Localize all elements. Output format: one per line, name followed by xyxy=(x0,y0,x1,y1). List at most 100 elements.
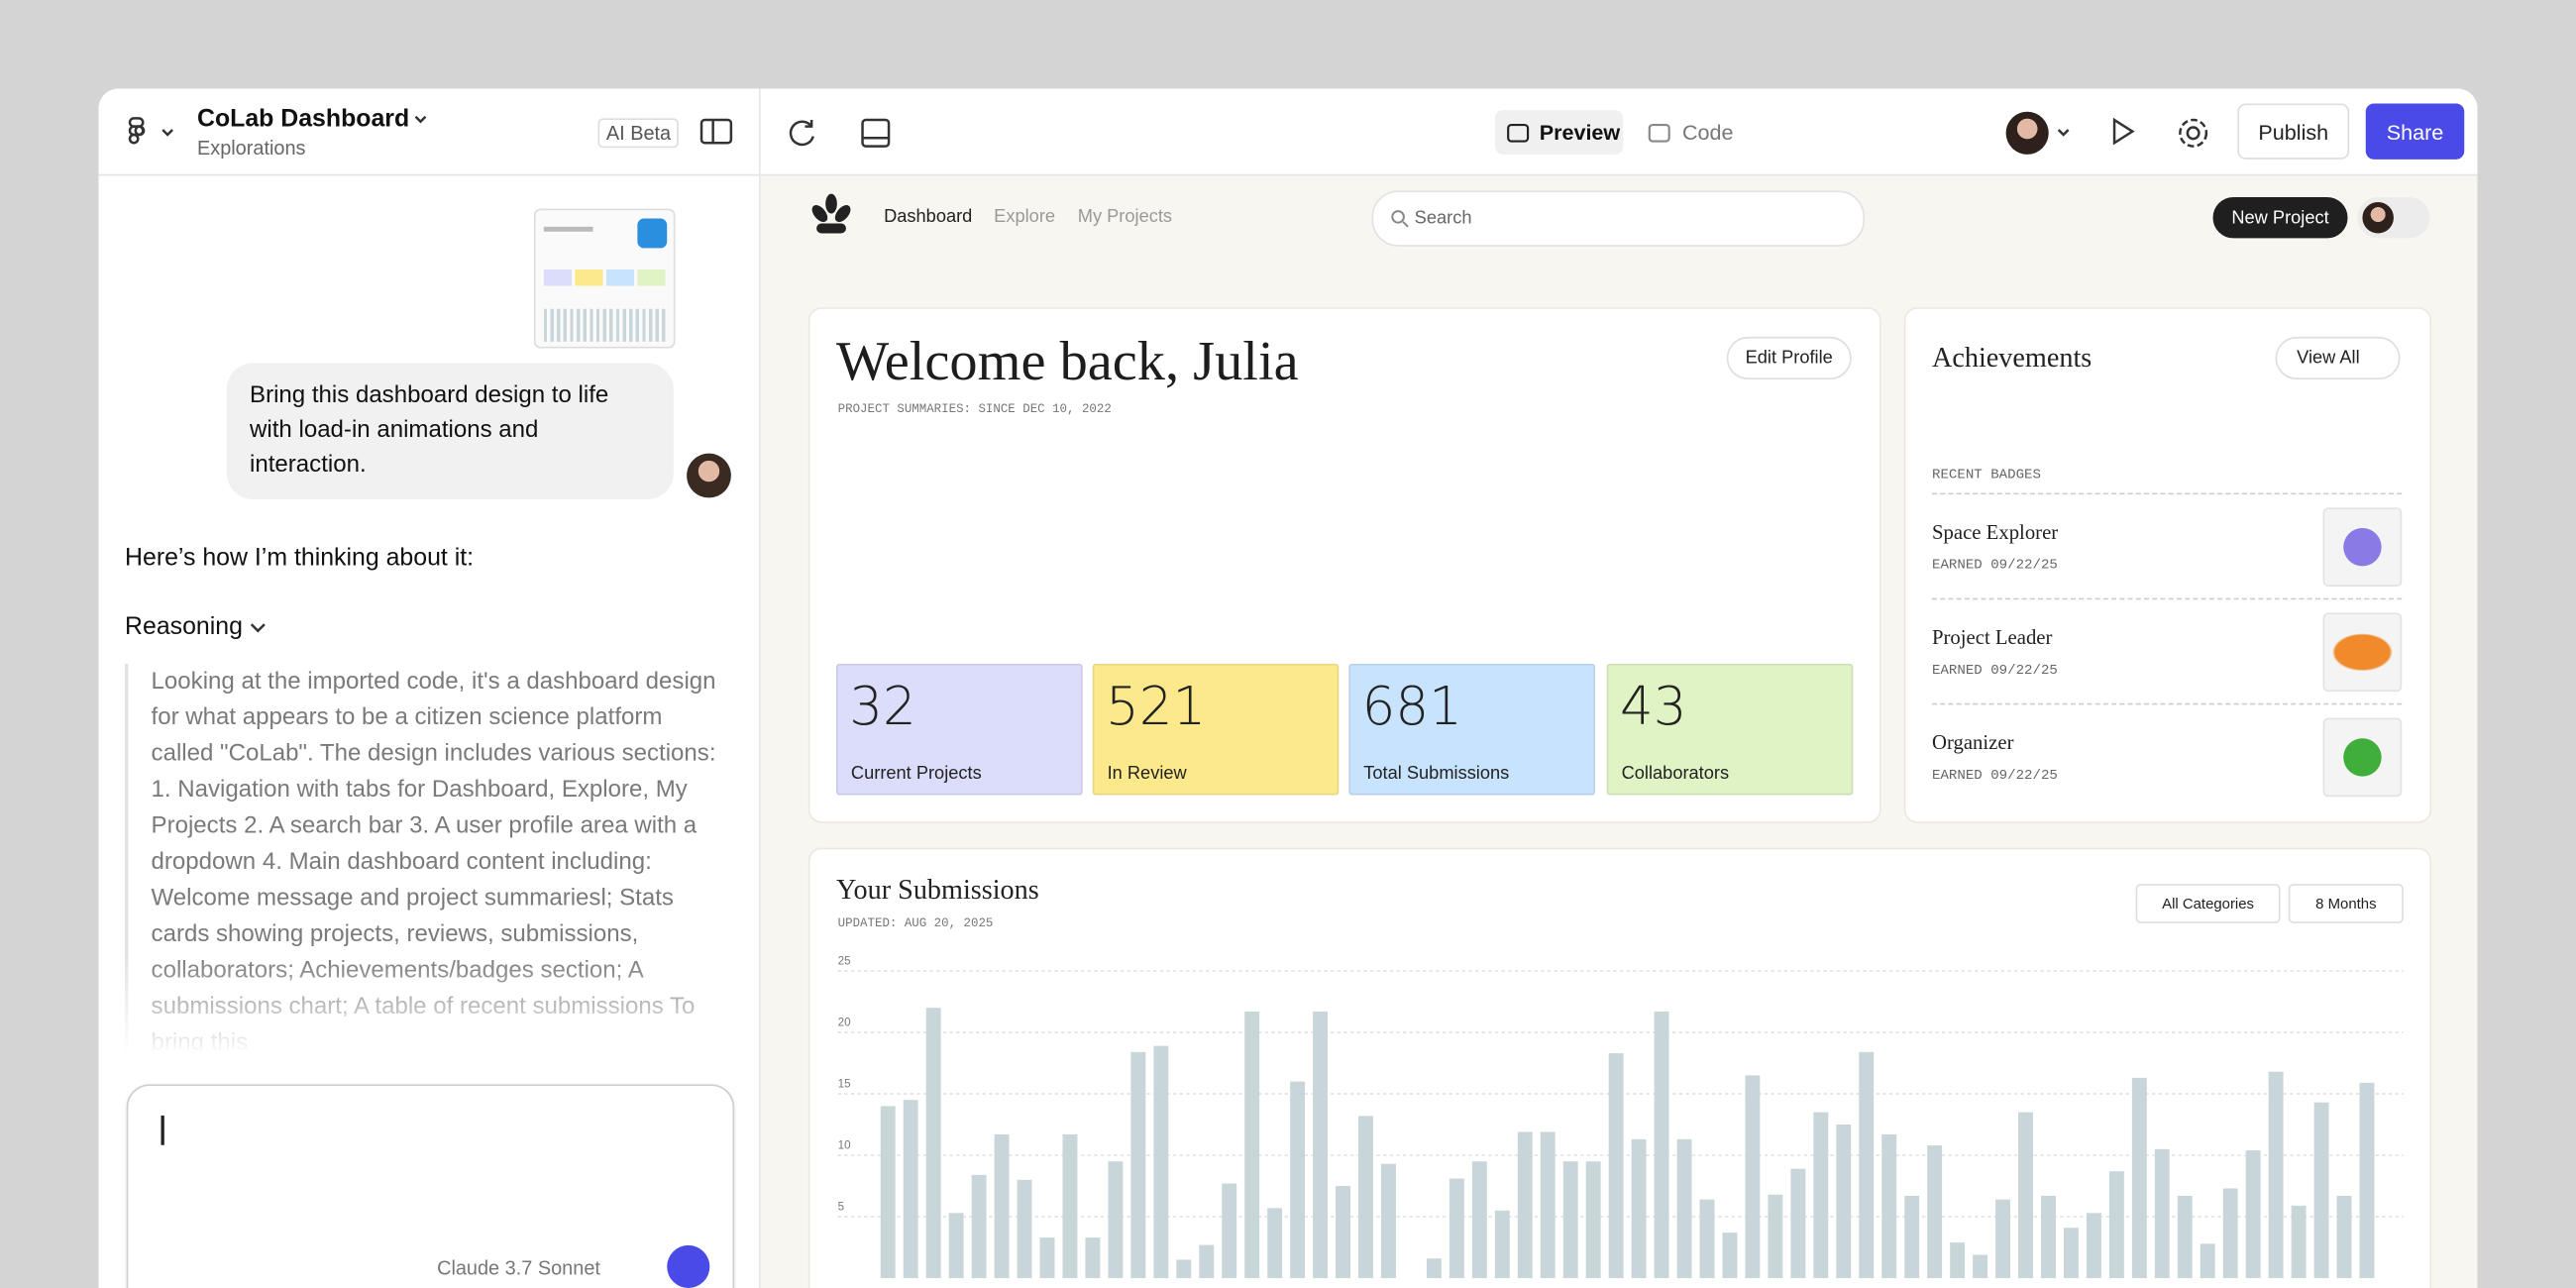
profile-menu[interactable] xyxy=(2357,196,2430,239)
account-avatar[interactable] xyxy=(2005,111,2049,155)
bar xyxy=(1927,1145,1943,1279)
y-tick-label: 15 xyxy=(838,1077,851,1090)
code-tab[interactable]: Code xyxy=(1681,120,1734,145)
chat-panel: CoLab Dashboard Explorations AI Beta Bri… xyxy=(98,88,761,1288)
bar xyxy=(1745,1075,1761,1279)
y-tick-label: 20 xyxy=(838,1016,851,1028)
bar xyxy=(1062,1133,1078,1279)
user-avatar xyxy=(687,453,731,498)
bar xyxy=(2086,1213,2101,1279)
share-button[interactable]: Share xyxy=(2365,103,2465,160)
badge-name: Organizer xyxy=(1931,730,2014,755)
preview-icon xyxy=(1507,123,1530,143)
badge-earned: EARNED 09/22/25 xyxy=(1931,662,2058,679)
bar xyxy=(1699,1199,1715,1279)
refresh-button[interactable] xyxy=(787,117,819,150)
search-placeholder: Search xyxy=(1414,208,1472,229)
bar xyxy=(1904,1195,1920,1279)
bar xyxy=(2063,1228,2079,1279)
play-button[interactable] xyxy=(2106,115,2139,148)
bar xyxy=(2108,1171,2124,1279)
thumb-line xyxy=(543,226,593,232)
welcome-heading: Welcome back, Julia xyxy=(836,331,1299,393)
bar xyxy=(1950,1242,1966,1279)
account-caret[interactable] xyxy=(2054,123,2074,143)
bar xyxy=(1517,1131,1533,1279)
badge-name: Space Explorer xyxy=(1931,520,2059,544)
stat-value: 43 xyxy=(1619,675,1687,738)
bar xyxy=(1381,1163,1396,1279)
badge-row[interactable]: Space Explorer EARNED 09/22/25 xyxy=(1931,492,2403,597)
summary-note: PROJECT SUMMARIES: SINCE DEC 10, 2022 xyxy=(837,403,1112,418)
thumb-badge xyxy=(637,218,668,249)
preview-tab[interactable]: Preview xyxy=(1539,120,1621,145)
bar xyxy=(1768,1194,1783,1279)
nav-tab[interactable]: My Projects xyxy=(1077,206,1173,227)
y-tick-label: 5 xyxy=(838,1200,844,1213)
reasoning-toggle[interactable]: Reasoning xyxy=(125,612,243,641)
bar xyxy=(1722,1233,1738,1279)
bar xyxy=(1859,1051,1875,1279)
user-message: Bring this dashboard design to life with… xyxy=(226,363,674,500)
bar xyxy=(1790,1168,1806,1279)
welcome-card: Welcome back, Julia PROJECT SUMMARIES: S… xyxy=(807,307,1881,823)
prompt-input[interactable]: Claude 3.7 Sonnet xyxy=(126,1084,735,1288)
model-picker[interactable]: Claude 3.7 Sonnet xyxy=(437,1256,600,1280)
bar xyxy=(2018,1112,2033,1279)
thumb-card xyxy=(575,268,603,286)
bar xyxy=(1290,1081,1306,1279)
bar xyxy=(1153,1045,1169,1279)
reasoning-caret[interactable] xyxy=(248,617,268,637)
bar xyxy=(1130,1051,1146,1279)
category-filter[interactable]: All Categories xyxy=(2135,884,2281,923)
project-title[interactable]: CoLab Dashboard xyxy=(196,105,410,134)
sidebar-toggle[interactable] xyxy=(699,117,733,147)
badge-earned: EARNED 09/22/25 xyxy=(1931,767,2058,784)
preview-area: Dashboard Explore My Projects Search New… xyxy=(760,175,2478,1288)
bar xyxy=(1881,1133,1897,1279)
submissions-title: Your Submissions xyxy=(836,874,1039,906)
bar xyxy=(2291,1205,2307,1279)
y-tick-label: 10 xyxy=(838,1138,851,1151)
new-project-button[interactable]: New Project xyxy=(2212,196,2348,239)
bar xyxy=(2222,1188,2238,1279)
chat-header xyxy=(98,89,760,176)
bar xyxy=(1085,1237,1101,1279)
app-logo[interactable] xyxy=(809,192,852,238)
attached-image[interactable] xyxy=(533,208,676,349)
view-all-button[interactable]: View All xyxy=(2275,336,2401,380)
range-filter[interactable]: 8 Months xyxy=(2288,884,2404,923)
settings-button[interactable] xyxy=(2175,115,2210,151)
layout-button[interactable] xyxy=(859,117,892,150)
stat-label: Current Projects xyxy=(850,764,982,784)
ai-badge: AI Beta xyxy=(597,118,680,149)
submissions-updated: UPDATED: AUG 20, 2025 xyxy=(837,917,994,932)
stat-label: Total Submissions xyxy=(1363,764,1510,784)
bar xyxy=(2154,1148,2170,1279)
publish-button[interactable]: Publish xyxy=(2237,103,2350,160)
toolbar: Preview Code Publish Share xyxy=(760,88,2478,176)
achievements-title: Achievements xyxy=(1931,341,2093,374)
bar xyxy=(1676,1138,1692,1279)
edit-profile-button[interactable]: Edit Profile xyxy=(1726,336,1852,380)
bar xyxy=(1471,1161,1487,1279)
stat-value: 521 xyxy=(1105,675,1207,738)
nav-tab[interactable]: Explore xyxy=(994,206,1056,227)
bar xyxy=(948,1213,964,1279)
search-box[interactable]: Search xyxy=(1371,190,1866,247)
bar xyxy=(1449,1178,1464,1279)
app-window: CoLab Dashboard Explorations AI Beta Bri… xyxy=(98,88,2478,1288)
menu-icon[interactable] xyxy=(125,115,180,148)
badge-row[interactable]: Organizer EARNED 09/22/25 xyxy=(1931,702,2403,808)
title-caret[interactable] xyxy=(411,110,431,130)
achievements-card: Achievements View All RECENT BADGES Spac… xyxy=(1903,307,2432,823)
assistant-intro: Here’s how I’m thinking about it: xyxy=(125,543,475,573)
send-button[interactable] xyxy=(667,1244,710,1288)
badge-row[interactable]: Project Leader EARNED 09/22/25 xyxy=(1931,597,2403,703)
stat-card: 681 Total Submissions xyxy=(1348,663,1596,796)
nav-tab[interactable]: Dashboard xyxy=(884,206,973,227)
project-subtitle: Explorations xyxy=(196,136,306,160)
bar xyxy=(1494,1210,1510,1279)
